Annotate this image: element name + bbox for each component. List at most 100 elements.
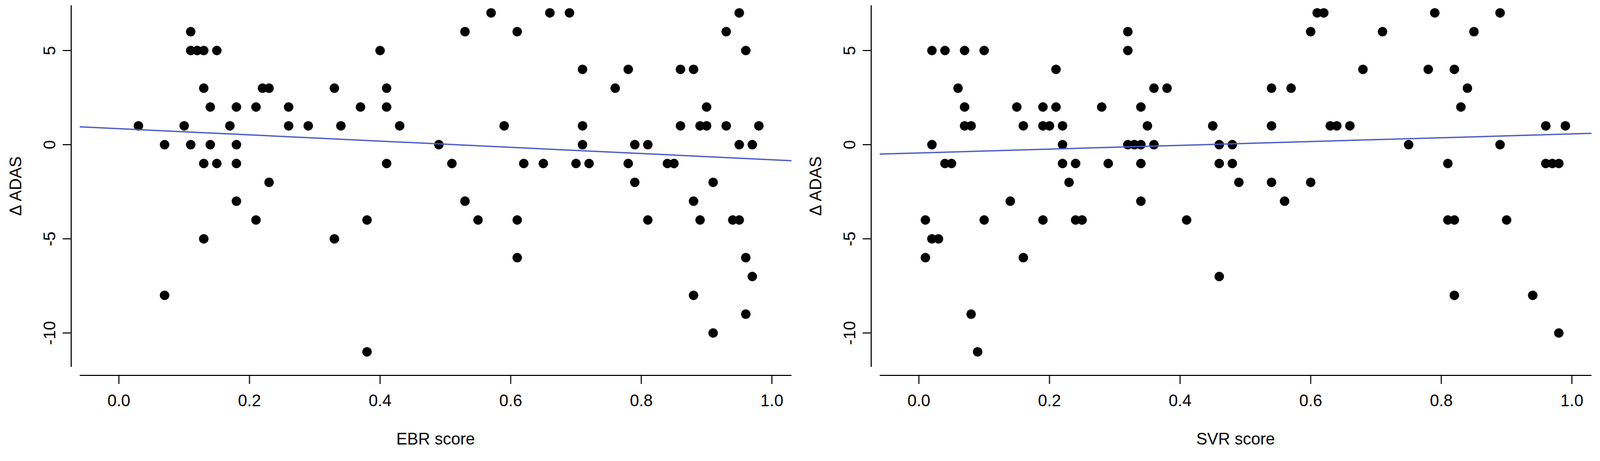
fit-line xyxy=(879,133,1592,155)
y-tick xyxy=(62,237,72,240)
y-axis-label: Δ ADAS xyxy=(806,156,825,216)
point xyxy=(1136,101,1146,112)
chart: 0.00.20.40.60.81.0EBR score-10-505Δ ADAS xyxy=(6,5,792,448)
point xyxy=(688,64,699,74)
point xyxy=(1495,139,1505,150)
y-tick xyxy=(862,49,872,51)
point xyxy=(362,215,372,225)
point xyxy=(1149,83,1159,93)
point xyxy=(251,101,261,112)
point xyxy=(460,196,470,206)
x-axis-label: EBR score xyxy=(396,429,475,448)
point xyxy=(264,177,275,187)
point xyxy=(199,83,209,93)
point xyxy=(329,83,339,93)
point xyxy=(953,83,964,93)
point xyxy=(1527,290,1538,300)
y-tick-label: -5 xyxy=(40,231,59,246)
point xyxy=(1423,64,1434,74)
point xyxy=(577,139,588,150)
point xyxy=(159,139,170,150)
point xyxy=(179,121,190,131)
point xyxy=(571,158,581,169)
point xyxy=(577,121,588,131)
y-axis xyxy=(70,5,72,367)
y-axis-label: Δ ADAS xyxy=(6,156,25,216)
y-tick xyxy=(862,237,872,240)
point xyxy=(329,233,339,244)
point xyxy=(264,83,275,93)
point xyxy=(688,196,699,206)
point xyxy=(688,290,699,300)
point xyxy=(231,158,242,169)
point xyxy=(1181,215,1192,225)
point xyxy=(1554,327,1564,338)
point xyxy=(499,121,509,131)
point xyxy=(754,121,764,131)
point xyxy=(926,139,937,150)
point xyxy=(1318,7,1329,18)
chart: 0.00.20.40.60.81.0SVR score-10-505Δ ADAS xyxy=(806,5,1592,448)
point xyxy=(1345,121,1355,131)
point xyxy=(1541,121,1551,131)
point xyxy=(1286,83,1296,93)
x-tick-label: 0.8 xyxy=(1430,390,1453,410)
point xyxy=(920,252,931,263)
point xyxy=(1403,139,1414,150)
point xyxy=(1358,64,1368,74)
point xyxy=(199,158,209,169)
x-axis xyxy=(879,374,1592,376)
point xyxy=(225,121,235,131)
point xyxy=(1214,158,1224,169)
point xyxy=(1227,139,1238,150)
point xyxy=(966,121,976,131)
point xyxy=(564,7,575,18)
point xyxy=(1057,158,1068,169)
y-tick-label: -10 xyxy=(840,320,859,345)
point xyxy=(1227,158,1238,169)
point xyxy=(394,121,405,131)
x-tick xyxy=(1571,375,1573,384)
point xyxy=(1214,271,1224,282)
point xyxy=(979,45,990,56)
point xyxy=(1449,290,1460,300)
point xyxy=(675,64,686,74)
point xyxy=(1560,121,1571,131)
point xyxy=(375,45,386,56)
point xyxy=(231,196,242,206)
point xyxy=(1057,121,1068,131)
point xyxy=(1136,158,1146,169)
point xyxy=(1469,27,1479,37)
point xyxy=(205,139,216,150)
x-tick xyxy=(509,375,512,384)
point xyxy=(577,64,588,74)
point xyxy=(512,215,523,225)
point xyxy=(231,139,242,150)
y-tick xyxy=(862,143,872,146)
point xyxy=(1449,215,1460,225)
point xyxy=(1070,158,1081,169)
point xyxy=(1096,101,1107,112)
point xyxy=(1162,83,1172,93)
point xyxy=(734,7,745,18)
point xyxy=(538,158,549,169)
point xyxy=(741,45,751,56)
x-tick-label: 0.0 xyxy=(907,390,931,410)
point xyxy=(1064,177,1075,187)
x-tick xyxy=(249,375,251,384)
point xyxy=(159,290,170,300)
point xyxy=(1430,7,1440,18)
fit-line xyxy=(79,126,792,161)
point xyxy=(1149,139,1159,150)
point xyxy=(623,64,634,74)
x-tick-label: 1.0 xyxy=(1560,390,1584,410)
point xyxy=(283,121,294,131)
point xyxy=(584,158,594,169)
point xyxy=(940,45,950,56)
point xyxy=(381,158,392,169)
x-tick-label: 0.0 xyxy=(107,390,131,410)
point xyxy=(1011,101,1022,112)
y-tick xyxy=(62,143,72,146)
x-tick xyxy=(1309,375,1312,384)
point xyxy=(946,158,957,169)
